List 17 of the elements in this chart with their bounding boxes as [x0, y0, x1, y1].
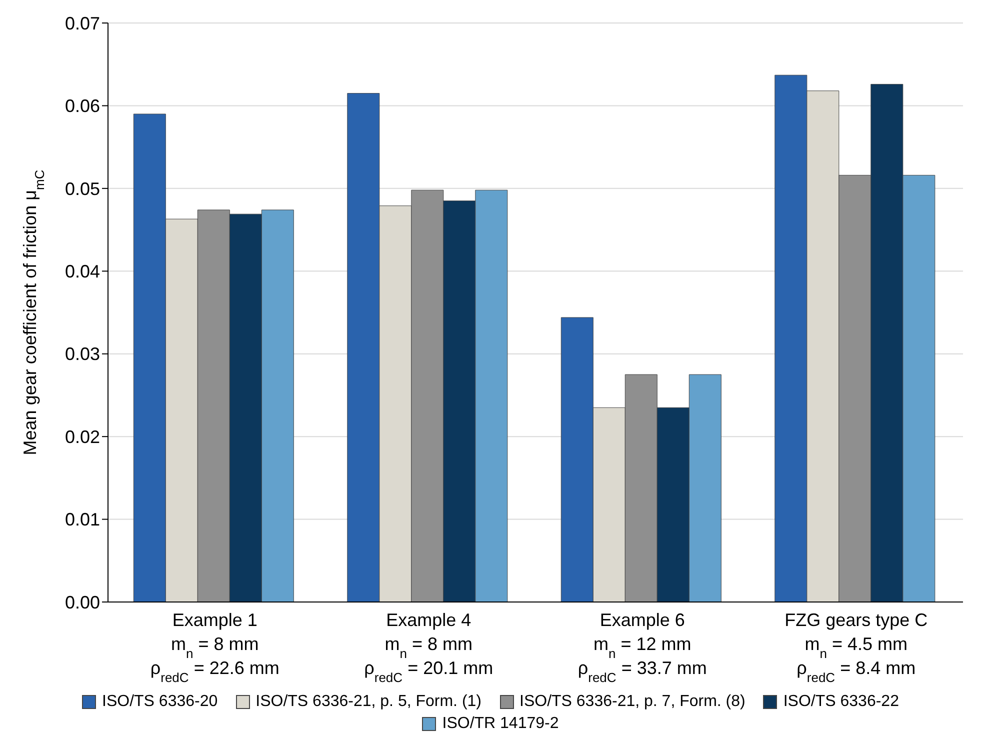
y-tick-label: 0.06 [64, 96, 100, 116]
y-tick-label: 0.02 [64, 426, 100, 447]
y-tick-label: 0.00 [64, 592, 100, 612]
legend-label: ISO/TS 6336-21, p. 7, Form. (8) [520, 693, 746, 711]
category-label: Example 4 m$_{n}$ = 8 mm ρ$_{redC}$ = 20.1 mm [364, 610, 494, 684]
y-tick-label: 0.04 [64, 262, 100, 282]
y-tick-label: 0.01 [64, 510, 100, 530]
y-tick-label: 0.03 [64, 344, 100, 364]
legend-label: ISO/TS 6336-21, p. 5, Form. (1) [256, 693, 482, 711]
legend-label: ISO/TS 6336-22 [783, 693, 899, 711]
category-label: Example 6 m$_{n}$ = 12 mm ρ$_{redC}$ = 33.7 mm [578, 610, 707, 684]
legend-label: ISO/TS 6336-20 [102, 693, 218, 711]
category-label: FZG gears type C m$_{n}$ = 4.5 mm ρ$_{redC}$ = 8.4 mm [784, 610, 928, 684]
legend-label: ISO/TR 14179-2 [442, 715, 559, 733]
category-label: Example 1 m$_{n}$ = 8 mm ρ$_{redC}$ = 22.6 mm [150, 610, 280, 684]
y-tick-label: 0.05 [64, 178, 100, 199]
y-tick-label: 0.07 [64, 13, 100, 34]
